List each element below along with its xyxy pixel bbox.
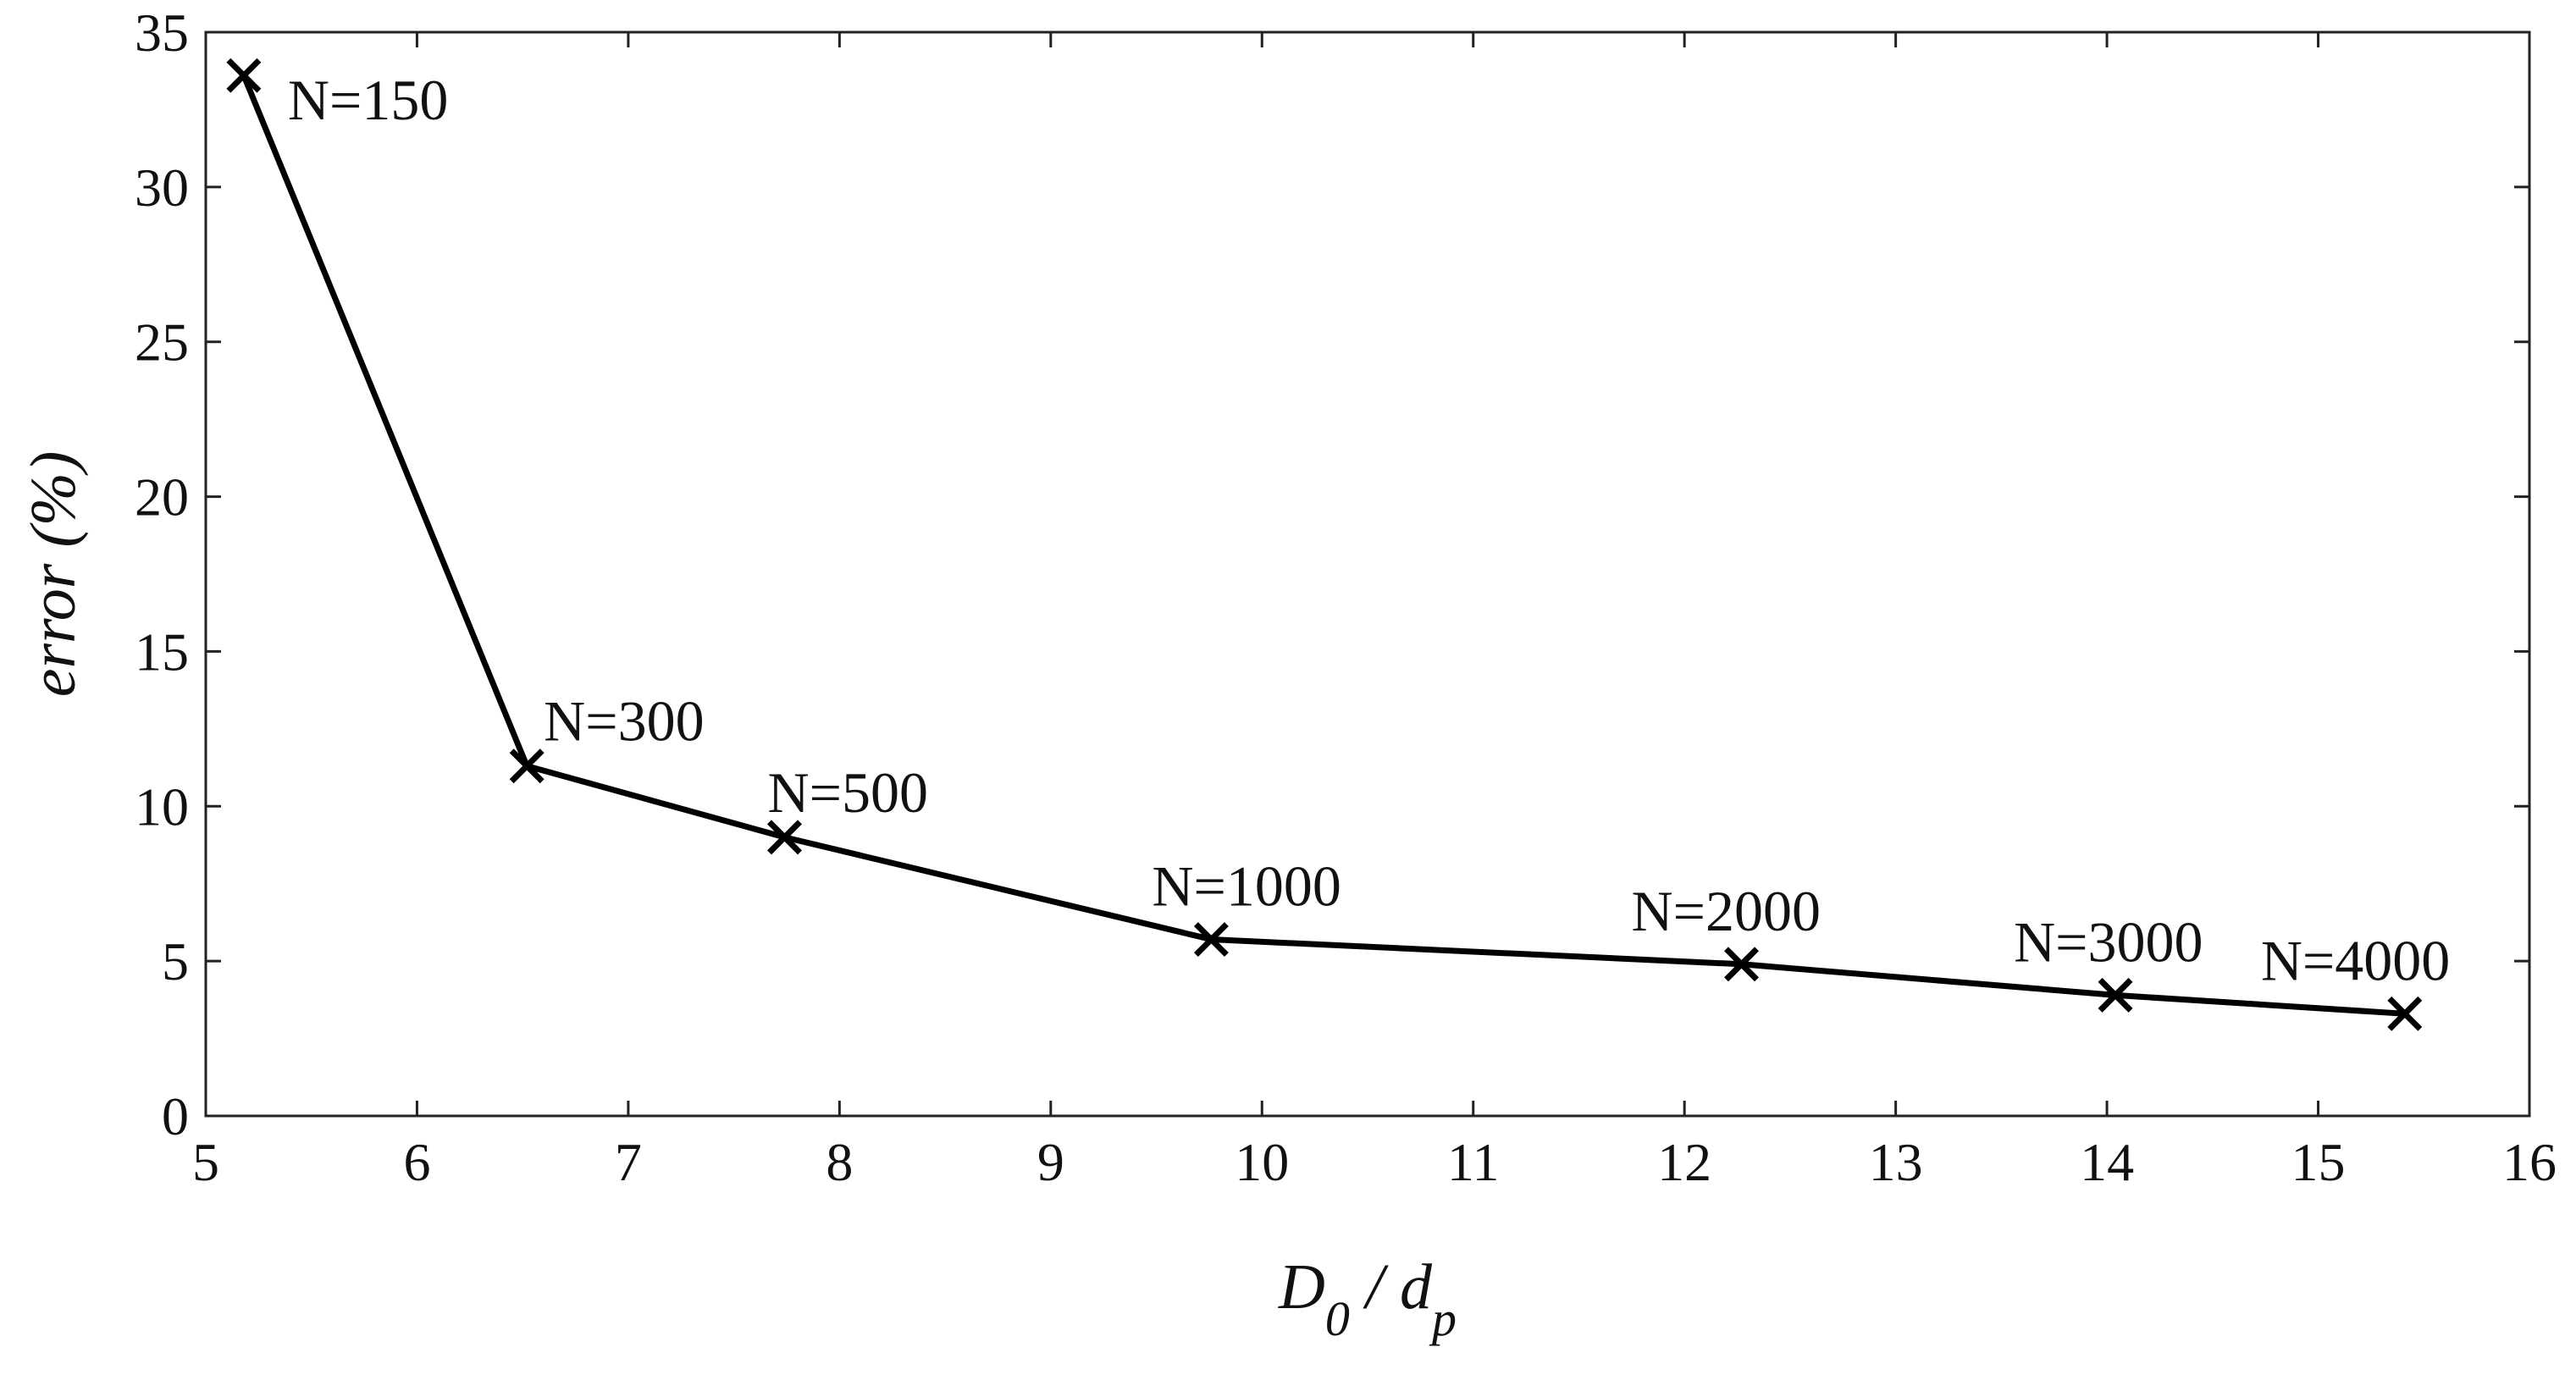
y-tick-label: 25 (135, 312, 189, 373)
data-label: N=4000 (2261, 928, 2450, 992)
y-tick-label: 0 (162, 1086, 189, 1146)
x-tick-label: 14 (2080, 1132, 2134, 1192)
data-labels: N=150 N=300 N=500 N=1000 N=2000 N=3000 N=4000 (288, 68, 2450, 992)
x-tick-label: 11 (1447, 1132, 1500, 1192)
x-tick-label: 10 (1235, 1132, 1289, 1192)
y-tick-label: 5 (162, 931, 189, 991)
data-point-marker (2387, 996, 2423, 1031)
x-tick-label: 12 (1657, 1132, 1711, 1192)
marker-stroke (1724, 947, 1760, 982)
x-tick-label: 9 (1037, 1132, 1064, 1192)
x-tick-label: 7 (615, 1132, 642, 1192)
y-tick-label: 20 (135, 467, 189, 527)
marker-stroke (1193, 922, 1229, 958)
data-point-marker (767, 820, 802, 855)
x-axis-title-sub-second: p (1429, 1291, 1457, 1346)
data-label: N=2000 (1632, 879, 1821, 943)
marker-stroke (2387, 996, 2423, 1031)
x-axis-title: D0 / dp (1278, 1251, 1457, 1346)
y-tick-label: 15 (135, 621, 189, 682)
y-tick-label: 30 (135, 157, 189, 218)
y-tick-label: 35 (135, 3, 189, 63)
x-axis-title-sub-main: 0 (1325, 1291, 1350, 1346)
data-label: N=3000 (2014, 909, 2203, 974)
x-tick-label: 15 (2291, 1132, 2346, 1192)
plot-area-frame (204, 30, 2531, 1118)
data-label: N=150 (288, 68, 448, 132)
marker-stroke (509, 748, 544, 784)
data-point-marker (1193, 922, 1229, 958)
x-tick-label: 13 (1869, 1132, 1923, 1192)
data-label: N=1000 (1152, 854, 1341, 919)
y-tick-label: 10 (135, 776, 189, 837)
data-point-marker (2098, 977, 2133, 1013)
data-label: N=500 (768, 760, 928, 825)
x-tick-label: 5 (192, 1132, 219, 1192)
x-axis-title-second: d (1400, 1251, 1433, 1323)
data-point-marker (226, 58, 262, 93)
marker-stroke (2098, 977, 2133, 1013)
x-tick-label: 16 (2502, 1132, 2557, 1192)
data-label: N=300 (544, 689, 704, 754)
marker-stroke (767, 820, 802, 855)
data-series (226, 58, 2423, 1031)
data-point-marker (1724, 947, 1760, 982)
y-axis-title: error (%) (18, 451, 89, 698)
x-tick-label: 6 (403, 1132, 430, 1192)
marker-stroke (226, 58, 262, 93)
x-axis-title-main: D (1278, 1251, 1325, 1323)
x-tick-label: 8 (826, 1132, 853, 1192)
data-point-marker (509, 748, 544, 784)
x-axis-title-sep: / (1350, 1251, 1400, 1323)
